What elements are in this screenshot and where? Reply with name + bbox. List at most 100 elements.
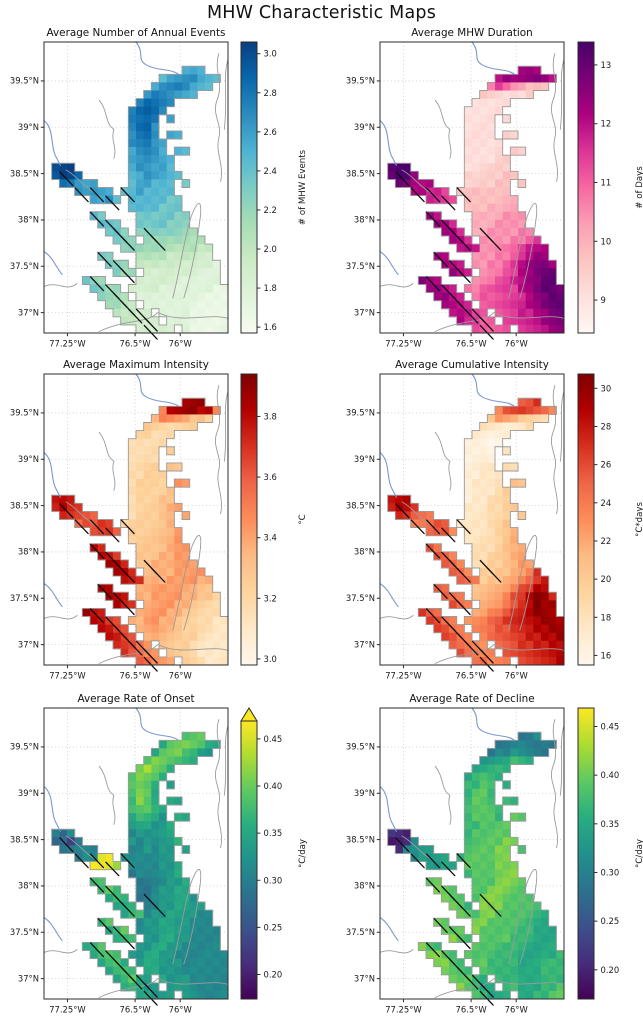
lat-tick-label: 38°N bbox=[18, 215, 39, 225]
hatch-marks bbox=[59, 171, 166, 340]
panel-title: Average Number of Annual Events bbox=[47, 27, 226, 39]
panel-title: Average Rate of Onset bbox=[77, 693, 194, 705]
lat-tick-label: 38.5°N bbox=[10, 168, 39, 178]
colorbar-tick-label: 2.8 bbox=[264, 88, 277, 98]
lon-tick-label: 76°W bbox=[505, 1005, 528, 1015]
colorbar-label: °C/day bbox=[635, 839, 643, 868]
lon-tick-label: 76.5°W bbox=[456, 1005, 487, 1015]
lat-tick-label: 38.5°N bbox=[346, 500, 375, 510]
colorbar-tick-label: 0.25 bbox=[601, 916, 620, 926]
rivers bbox=[379, 41, 515, 276]
lon-tick-label: 76°W bbox=[505, 339, 528, 349]
lat-tick-label: 37.5°N bbox=[346, 927, 375, 937]
lat-tick-label: 39.5°N bbox=[346, 76, 375, 86]
lat-tick-label: 39.5°N bbox=[346, 742, 375, 752]
rivers bbox=[43, 373, 179, 608]
colorbar-label: °C bbox=[298, 514, 308, 524]
rivers bbox=[43, 41, 179, 276]
colorbar-label: # of Days bbox=[635, 166, 643, 209]
panel-title: Average Rate of Decline bbox=[409, 693, 534, 705]
colorbar-tick-label: 10 bbox=[601, 236, 612, 246]
lat-tick-label: 38°N bbox=[18, 881, 39, 891]
lon-tick-label: 76.5°W bbox=[456, 671, 487, 681]
colorbar-tick-label: 1.6 bbox=[264, 322, 277, 332]
map-panel-max-intensity: 77.25°W 76.5°W 76°W 39.5°N 39°N 38.5°N 38°N 37.… bbox=[10, 359, 308, 681]
lat-tick-label: 37.5°N bbox=[10, 927, 39, 937]
colorbar-max-intensity: 3.0 3.2 3.4 3.6 3.8 °C bbox=[240, 373, 308, 666]
colorbar-tick-label: 0.45 bbox=[264, 734, 283, 744]
colorbar-tick-label: 3.0 bbox=[264, 49, 277, 59]
colorbar-tick-label: 0.20 bbox=[601, 965, 620, 975]
lon-tick-label: 77.25°W bbox=[49, 671, 85, 681]
colorbar-tick-label: 0.40 bbox=[264, 781, 283, 791]
lon-tick-label: 77.25°W bbox=[385, 339, 421, 349]
rivers bbox=[379, 707, 515, 942]
map-panel-annual-events: 77.25°W 76.5°W 76°W 39.5°N 39°N 38.5°N 38°N 37.… bbox=[10, 27, 308, 349]
colorbar-rate-of-onset: 0.20 0.25 0.30 0.35 0.40 0.45 °C/day bbox=[240, 707, 308, 1000]
lat-tick-label: 39.5°N bbox=[10, 742, 39, 752]
lat-tick-label: 37.5°N bbox=[346, 593, 375, 603]
colorbar-tick-label: 2.0 bbox=[264, 244, 277, 254]
colorbar-tick-label: 12 bbox=[601, 119, 612, 129]
lon-tick-label: 76°W bbox=[505, 671, 528, 681]
colorbar-tick-label: 3.0 bbox=[264, 654, 277, 664]
colorbar-tick-label: 0.40 bbox=[601, 770, 620, 780]
plot-frame bbox=[43, 707, 229, 1000]
lat-tick-label: 37°N bbox=[354, 639, 375, 649]
colorbar-tick-label: 11 bbox=[601, 178, 612, 188]
colorbar-tick-label: 3.6 bbox=[264, 472, 277, 482]
lat-tick-label: 39°N bbox=[18, 454, 39, 464]
plot-frame bbox=[43, 41, 229, 334]
colorbar-tick-label: 20 bbox=[601, 574, 612, 584]
lat-tick-label: 39.5°N bbox=[346, 408, 375, 418]
colorbar-tick-label: 18 bbox=[601, 612, 612, 622]
lon-tick-label: 76°W bbox=[169, 339, 192, 349]
colorbar-rate-of-decline: 0.20 0.25 0.30 0.35 0.40 0.45 °C/day bbox=[577, 707, 643, 1000]
rivers bbox=[43, 707, 179, 942]
lon-tick-label: 76.5°W bbox=[456, 339, 487, 349]
panel-title: Average Cumulative Intensity bbox=[395, 359, 549, 371]
lat-tick-label: 39.5°N bbox=[10, 408, 39, 418]
axis-ticks: 77.25°W 76.5°W 76°W 39.5°N 39°N 38.5°N 38°N 37.… bbox=[10, 742, 192, 1015]
colorbar-label: °C*days bbox=[635, 502, 643, 537]
colorbar-tick-label: 28 bbox=[601, 421, 612, 431]
heatmap-cells bbox=[51, 66, 229, 334]
hatch-marks bbox=[59, 503, 166, 672]
lat-tick-label: 37°N bbox=[354, 307, 375, 317]
axis-ticks: 77.25°W 76.5°W 76°W 39.5°N 39°N 38.5°N 38°N 37.… bbox=[346, 742, 528, 1015]
lat-tick-label: 37°N bbox=[18, 307, 39, 317]
colorbar-tick-label: 2.2 bbox=[264, 205, 277, 215]
lon-tick-label: 76°W bbox=[169, 1005, 192, 1015]
colorbar-mhw-duration: 9 10 11 12 13 # of Days bbox=[577, 41, 643, 334]
lat-tick-label: 39°N bbox=[354, 454, 375, 464]
plot-frame bbox=[379, 41, 565, 334]
colorbar-tick-label: 2.6 bbox=[264, 127, 277, 137]
colorbar-tick-label: 1.8 bbox=[264, 283, 277, 293]
colorbar-tick-label: 2.4 bbox=[264, 166, 277, 176]
axis-ticks: 77.25°W 76.5°W 76°W 39.5°N 39°N 38.5°N 38°N 37.… bbox=[346, 76, 528, 349]
colorbar-tick-label: 0.35 bbox=[264, 828, 283, 838]
colorbar-annual-events: 1.6 1.8 2.0 2.2 2.4 2.6 2.8 3.0 # of MHW Events bbox=[240, 41, 308, 334]
hatch-marks bbox=[395, 171, 502, 340]
colorbar-tick-label: 3.8 bbox=[264, 411, 277, 421]
lat-tick-label: 37.5°N bbox=[10, 261, 39, 271]
colorbar-tick-label: 9 bbox=[601, 295, 606, 305]
map-panel-cumulative-intensity: 77.25°W 76.5°W 76°W 39.5°N 39°N 38.5°N 38°N 37.… bbox=[346, 359, 643, 681]
lon-tick-label: 77.25°W bbox=[49, 1005, 85, 1015]
coastline bbox=[43, 719, 229, 1000]
lat-tick-label: 38°N bbox=[354, 881, 375, 891]
colorbar-tick-label: 0.30 bbox=[601, 867, 620, 877]
panel-title: Average Maximum Intensity bbox=[63, 359, 209, 371]
colorbar-tick-label: 0.35 bbox=[601, 819, 620, 829]
lat-tick-label: 38°N bbox=[354, 215, 375, 225]
figure-title: MHW Characteristic Maps bbox=[206, 3, 437, 23]
plot-frame bbox=[379, 707, 565, 1000]
colorbar-tick-label: 16 bbox=[601, 650, 612, 660]
colorbar-tick-label: 22 bbox=[601, 536, 612, 546]
lon-tick-label: 77.25°W bbox=[49, 339, 85, 349]
lat-tick-label: 38.5°N bbox=[346, 168, 375, 178]
lat-tick-label: 39°N bbox=[18, 788, 39, 798]
axis-ticks: 77.25°W 76.5°W 76°W 39.5°N 39°N 38.5°N 38°N 37.… bbox=[10, 76, 192, 349]
lat-tick-label: 39.5°N bbox=[10, 76, 39, 86]
